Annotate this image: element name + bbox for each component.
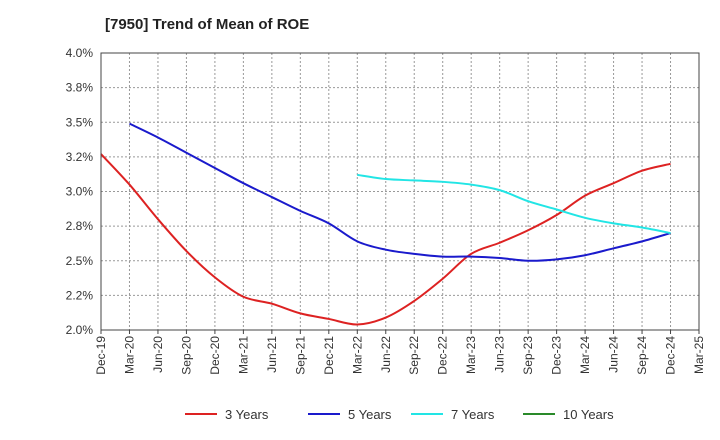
y-tick-label: 3.5% — [66, 115, 94, 129]
x-tick-label: Jun-22 — [379, 336, 393, 373]
plot-frame — [100, 52, 700, 331]
y-tick-label: 2.0% — [66, 323, 94, 337]
x-tick-label: Jun-24 — [607, 336, 621, 373]
chart-title: [7950] Trend of Mean of ROE — [105, 16, 309, 33]
y-tick-label: 4.0% — [66, 46, 94, 60]
y-tick-label: 2.5% — [66, 254, 94, 268]
x-tick-label: Dec-22 — [436, 336, 450, 375]
x-tick-label: Sep-20 — [179, 336, 193, 375]
series-line-3 — [357, 173, 671, 235]
x-tick-label: Sep-22 — [407, 336, 421, 375]
y-axis: 4.0% 3.8% 3.5% 3.2% 3.0% 2.8% 2.5% 2.2% 2.0% — [66, 46, 94, 337]
x-axis: Dec-19 Mar-20 Jun-20 Sep-20 Dec-20 Mar-21 Jun-… — [94, 330, 706, 375]
x-tick-label: Dec-23 — [550, 336, 564, 375]
x-tick-label: Mar-24 — [578, 336, 592, 374]
x-tick-label: Jun-21 — [265, 336, 279, 373]
x-tick-label: Mar-25 — [692, 336, 706, 374]
y-tick-label: 2.8% — [66, 219, 94, 233]
x-tick-label: Dec-19 — [94, 336, 108, 375]
y-tick-label: 3.0% — [66, 185, 94, 199]
x-tick-label: Dec-21 — [322, 336, 336, 375]
legend: 3 Years 5 Years 7 Years 10 Years — [185, 407, 614, 422]
x-tick-label: Mar-20 — [122, 336, 136, 374]
y-tick-label: 3.8% — [66, 81, 94, 95]
x-tick-label: Mar-22 — [350, 336, 364, 374]
legend-label: 10 Years — [563, 407, 614, 422]
x-tick-label: Jun-23 — [493, 336, 507, 373]
x-tick-label: Sep-24 — [635, 336, 649, 375]
x-tick-label: Dec-20 — [208, 336, 222, 375]
x-tick-label: Dec-24 — [664, 336, 678, 375]
grid — [101, 53, 699, 330]
x-tick-label: Mar-21 — [236, 336, 250, 374]
series-layer — [100, 122, 671, 326]
series-line-2 — [129, 122, 671, 262]
x-tick-label: Jun-20 — [151, 336, 165, 373]
legend-label: 7 Years — [451, 407, 495, 422]
x-tick-label: Sep-21 — [293, 336, 307, 375]
series-line-1 — [100, 153, 671, 326]
x-tick-label: Sep-23 — [521, 336, 535, 375]
legend-label: 3 Years — [225, 407, 269, 422]
legend-label: 5 Years — [348, 407, 392, 422]
y-tick-label: 3.2% — [66, 150, 94, 164]
x-tick-label: Mar-23 — [464, 336, 478, 374]
y-tick-label: 2.2% — [66, 288, 94, 302]
